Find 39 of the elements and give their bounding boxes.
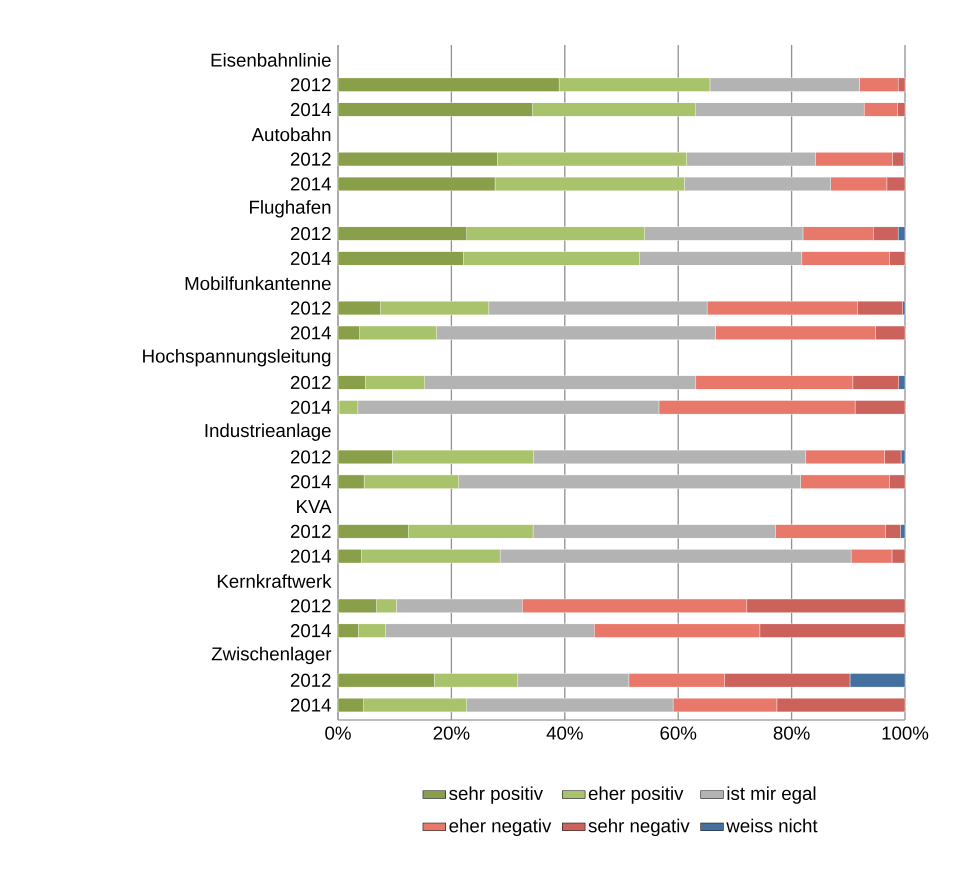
y-tick-label: 2012 <box>290 524 331 538</box>
y-tick-label: 2014 <box>290 624 331 638</box>
legend-label: weiss nicht <box>726 818 818 832</box>
x-tick-label: 40% <box>546 726 583 740</box>
x-tick-label: 100% <box>882 726 928 740</box>
y-tick-label: 2014 <box>290 550 331 563</box>
y-tick-label: 2014 <box>290 698 331 712</box>
y-tick-label: 2012 <box>290 226 331 240</box>
legend-label: eher positiv <box>588 786 684 804</box>
x-tick-label: 0% <box>325 726 351 740</box>
x-tick-label: 80% <box>774 726 810 740</box>
y-tick-label: Industrieanlage <box>206 423 331 441</box>
y-tick-label: 2012 <box>290 78 331 92</box>
legend-label: sehr negativ <box>588 818 690 836</box>
y-tick-label: Eisenbahnlinie <box>212 53 331 67</box>
y-tick-label: 2014 <box>290 252 331 266</box>
y-tick-label: Mobilfunkantenne <box>186 276 331 290</box>
y-tick-label: 2014 <box>290 400 331 414</box>
legend-label: eher negativ <box>449 818 552 836</box>
y-tick-label: Flughafen <box>250 200 330 218</box>
y-tick-label: Hochspannungsleitung <box>143 348 330 366</box>
y-tick-label: Autobahn <box>252 127 330 142</box>
legend-label: sehr positiv <box>449 786 543 804</box>
y-tick-label: 2014 <box>290 326 331 340</box>
y-tick-label: Zwischenlager <box>212 646 332 664</box>
y-tick-label: 2014 <box>290 102 331 116</box>
x-tick-label: 60% <box>660 726 696 740</box>
y-tick-label: 2012 <box>290 450 331 464</box>
y-tick-label: 2012 <box>290 376 331 390</box>
y-tick-label: 2014 <box>290 177 331 191</box>
y-tick-label: 2012 <box>290 599 331 612</box>
y-tick-label: 2012 <box>290 674 331 687</box>
x-tick-label: 20% <box>434 726 470 740</box>
legend-label: ist mir egal <box>728 786 816 804</box>
y-tick-label: 2012 <box>290 301 331 315</box>
y-tick-label: 2012 <box>290 152 331 166</box>
y-tick-label: 2014 <box>290 475 331 488</box>
y-tick-label: Kernkraftwerk <box>218 574 332 588</box>
y-tick-label: KVA <box>297 500 332 513</box>
